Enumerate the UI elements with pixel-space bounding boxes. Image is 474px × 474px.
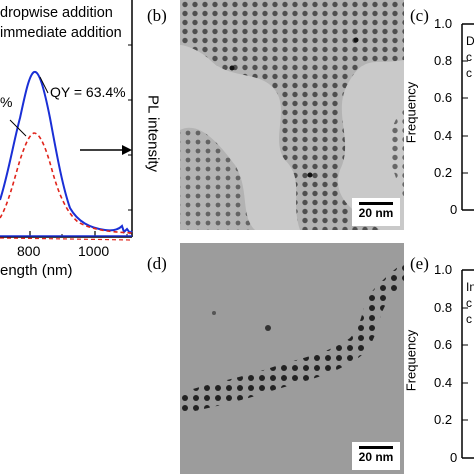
inset-text-e-2: c — [466, 296, 472, 310]
immediate-baseline — [0, 237, 133, 241]
inset-text-c-1: D — [466, 34, 474, 48]
y-axis-label-e: Frequency — [403, 329, 419, 392]
y-tick-c-0.2: 0.2 — [434, 165, 453, 180]
panel-b-letter: (b) — [147, 6, 167, 25]
qy-partial-leader — [9, 119, 27, 137]
legend-dropwise: dropwise addition — [0, 5, 113, 21]
y-tick-c-0.8: 0.8 — [434, 53, 453, 68]
y-tick-c-1.0: 1.0 — [434, 16, 453, 31]
scalebar-b-label: 20 nm — [358, 206, 394, 220]
tem-image-b-graphic — [180, 0, 404, 230]
qy-annotation: QY = 63.4% — [50, 84, 126, 100]
histogram-c-axes — [461, 23, 474, 211]
y-tick-e-0.6: 0.6 — [434, 337, 453, 352]
pl-intensity-label: PL intensity — [144, 95, 162, 172]
qy-leader — [39, 76, 49, 94]
dropwise-curve — [0, 70, 133, 235]
qy-partial-annotation: % — [0, 94, 13, 110]
inset-text-e-1: In — [466, 280, 474, 294]
pl-spectrum-plot — [0, 0, 133, 241]
inset-text-c-2: c — [466, 50, 472, 64]
y-tick-e-1.0: 1.0 — [434, 262, 453, 277]
scalebar-d-line — [359, 446, 393, 449]
tem-image-d-graphic — [180, 243, 404, 474]
x-tick-label-800: 800 — [17, 243, 41, 259]
panel-a: dropwise addition immediate addition QY … — [0, 0, 140, 279]
tem-image-b: 20 nm — [180, 0, 404, 230]
scalebar-d-label: 20 nm — [358, 450, 394, 464]
panel-e-letter: (e) — [410, 254, 429, 273]
y-tick-c-0.4: 0.4 — [434, 128, 453, 143]
panel-c: Frequency 1.0 0.8 0.6 0.4 0.2 0 D c c — [403, 16, 474, 235]
y-tick-e-0.2: 0.2 — [434, 412, 453, 427]
panel-e: Frequency 1.0 0.8 0.6 0.4 0.2 0 In c c — [403, 262, 474, 474]
immediate-curve — [0, 132, 133, 234]
x-tick-label-1000: 1000 — [78, 243, 110, 259]
y-tick-e-0.8: 0.8 — [434, 300, 453, 315]
y-tick-c-0.6: 0.6 — [434, 90, 453, 105]
y-tick-c-0: 0 — [450, 202, 458, 217]
pl-intensity-label-wrap: PL intensity — [138, 60, 168, 210]
tem-image-d: 20 nm — [180, 243, 404, 474]
inset-text-c-3: c — [466, 66, 472, 80]
scalebar-b-line — [359, 202, 393, 205]
scalebar-d: 20 nm — [352, 442, 400, 470]
histogram-e-axes — [461, 269, 474, 459]
arrow-head-icon — [122, 145, 132, 155]
panel-d-letter: (d) — [147, 254, 167, 273]
y-tick-e-0: 0 — [450, 450, 458, 465]
y-tick-e-0.4: 0.4 — [434, 375, 453, 390]
legend-immediate: immediate addition — [0, 25, 122, 41]
y-axis-label-c: Frequency — [403, 81, 419, 144]
panel-c-letter: (c) — [410, 6, 429, 25]
x-axis-label: ength (nm) — [0, 262, 73, 279]
inset-text-e-3: c — [466, 312, 472, 326]
scalebar-b: 20 nm — [352, 198, 400, 226]
